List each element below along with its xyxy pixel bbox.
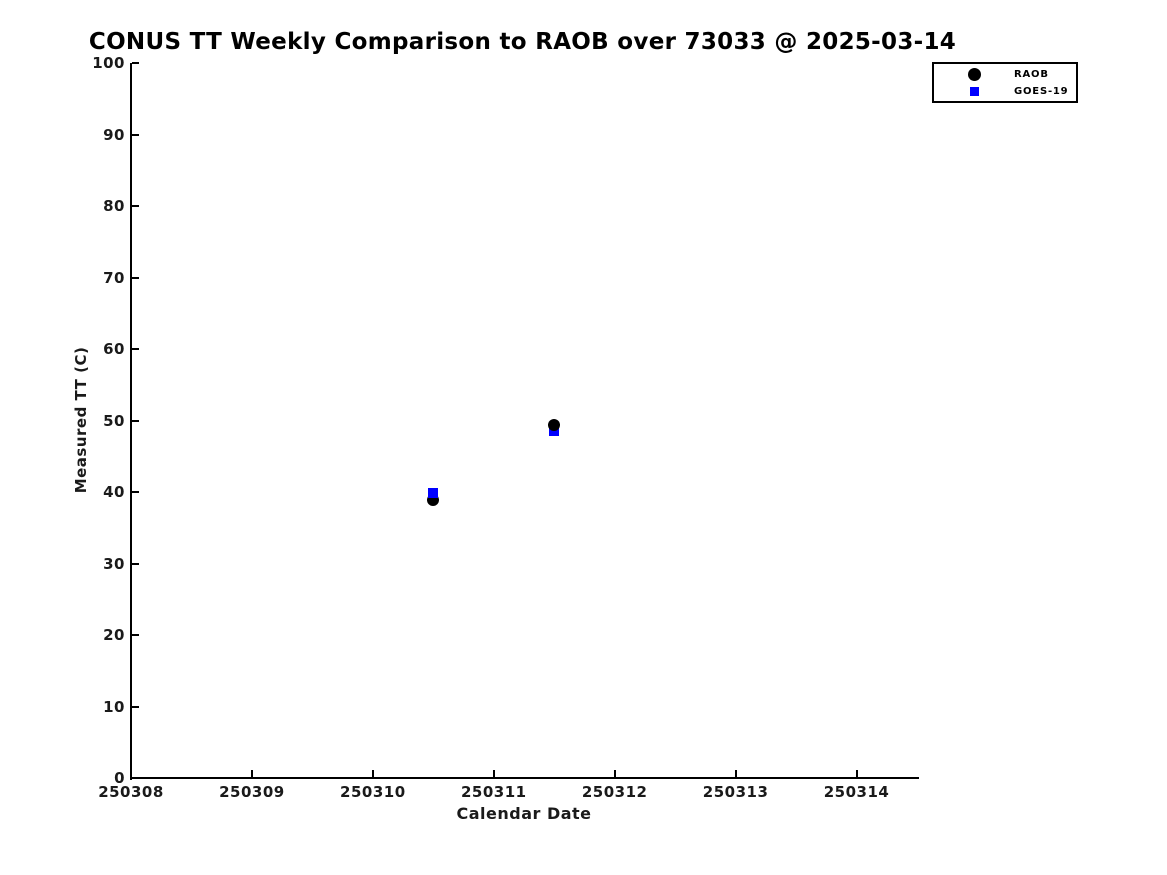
y-axis-line: [130, 63, 132, 780]
x-tick-label: 250313: [702, 783, 769, 801]
x-tick-label: 250311: [460, 783, 527, 801]
y-tick-label: 50: [103, 411, 125, 430]
x-axis-label: Calendar Date: [456, 804, 592, 823]
y-tick: [132, 634, 139, 636]
data-point-goes-19: [428, 488, 439, 499]
x-tick-label: 250312: [581, 783, 648, 801]
y-tick: [132, 348, 139, 350]
x-tick: [250, 770, 253, 777]
y-tick-label: 70: [103, 268, 125, 287]
x-tick: [371, 770, 374, 777]
x-tick-label: 250314: [823, 783, 890, 801]
legend-label: RAOB: [1014, 68, 1049, 80]
y-tick: [132, 133, 139, 136]
y-tick-label: 0: [114, 769, 125, 787]
y-tick: [132, 491, 139, 493]
square-swatch: [969, 86, 979, 96]
legend: RAOB GOES-19: [932, 62, 1078, 103]
circle-swatch: [967, 67, 981, 81]
y-tick: [132, 419, 139, 422]
y-tick: [132, 562, 139, 565]
y-tick-label: 10: [103, 697, 125, 716]
legend-label: GOES-19: [1014, 85, 1069, 97]
data-point-raob: [548, 418, 561, 431]
x-tick: [734, 770, 737, 777]
raob-legend-marker-icon: [934, 67, 1014, 81]
x-axis-line: [130, 777, 919, 779]
y-tick: [132, 205, 139, 207]
x-tick-label: 250309: [219, 783, 285, 801]
x-tick: [613, 770, 616, 777]
x-tick-label: 250310: [340, 783, 406, 801]
y-tick: [132, 276, 139, 279]
y-tick-label: 30: [103, 554, 125, 573]
x-tick: [130, 770, 132, 777]
y-tick-label: 20: [103, 626, 125, 644]
y-tick-label: 90: [103, 125, 125, 144]
x-tick-label: 250308: [98, 783, 164, 801]
y-tick: [132, 62, 139, 64]
legend-item-goes-19: GOES-19: [934, 84, 1076, 98]
legend-item-raob: RAOB: [934, 67, 1076, 81]
y-tick: [132, 777, 139, 779]
goes-19-legend-marker-icon: [934, 86, 1014, 96]
x-tick: [492, 770, 495, 777]
y-tick: [132, 705, 139, 708]
y-tick-label: 80: [103, 197, 125, 215]
x-tick: [855, 770, 858, 777]
chart-title: CONUS TT Weekly Comparison to RAOB over …: [88, 29, 957, 55]
y-tick-label: 60: [103, 340, 125, 358]
y-tick-label: 40: [103, 483, 125, 501]
y-tick-label: 100: [92, 54, 125, 72]
